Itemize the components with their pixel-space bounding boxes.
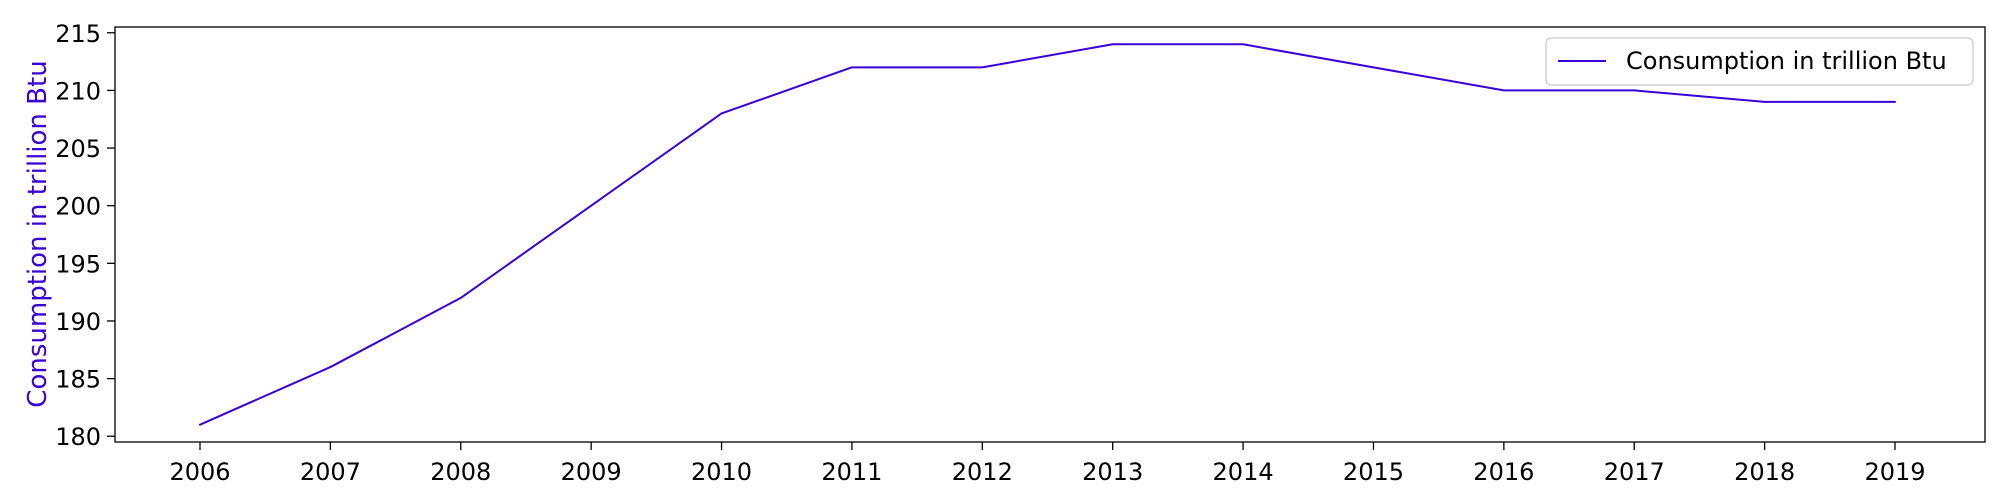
legend: Consumption in trillion Btu bbox=[1545, 37, 1974, 86]
y-tick-label: 190 bbox=[55, 308, 101, 336]
x-tick-label: 2010 bbox=[691, 458, 752, 486]
y-tick-label: 210 bbox=[55, 77, 101, 105]
y-axis: 180 185 190 195 200 205 210 215 bbox=[55, 20, 115, 451]
series-line bbox=[199, 43, 1896, 426]
x-tick-label: 2013 bbox=[1082, 458, 1143, 486]
y-tick-label: 180 bbox=[55, 423, 101, 451]
y-axis-label: Consumption in trillion Btu bbox=[23, 60, 53, 407]
x-tick-label: 2016 bbox=[1473, 458, 1534, 486]
x-tick-label: 2014 bbox=[1213, 458, 1274, 486]
y-tick-label: 200 bbox=[55, 193, 101, 221]
x-tick-label: 2008 bbox=[430, 458, 491, 486]
plot-area-frame bbox=[114, 26, 1986, 443]
y-tick-label: 215 bbox=[55, 20, 101, 48]
x-tick-label: 2015 bbox=[1343, 458, 1404, 486]
x-tick-label: 2007 bbox=[300, 458, 361, 486]
x-tick-label: 2009 bbox=[561, 458, 622, 486]
legend-label: Consumption in trillion Btu bbox=[1626, 47, 1947, 75]
x-tick-label: 2012 bbox=[952, 458, 1013, 486]
x-tick-label: 2018 bbox=[1734, 458, 1795, 486]
x-tick-label: 2019 bbox=[1864, 458, 1925, 486]
x-tick-label: 2017 bbox=[1604, 458, 1665, 486]
y-tick-label: 205 bbox=[55, 135, 101, 163]
legend-frame bbox=[1545, 37, 1974, 86]
y-tick-label: 195 bbox=[55, 250, 101, 278]
x-axis: 2006 2007 2008 2009 2010 2011 2012 2013 2014 2015… bbox=[169, 442, 1926, 486]
x-tick-label: 2006 bbox=[169, 458, 230, 486]
y-tick-label: 185 bbox=[55, 366, 101, 394]
x-tick-label: 2011 bbox=[821, 458, 882, 486]
series-layer bbox=[199, 43, 1896, 426]
